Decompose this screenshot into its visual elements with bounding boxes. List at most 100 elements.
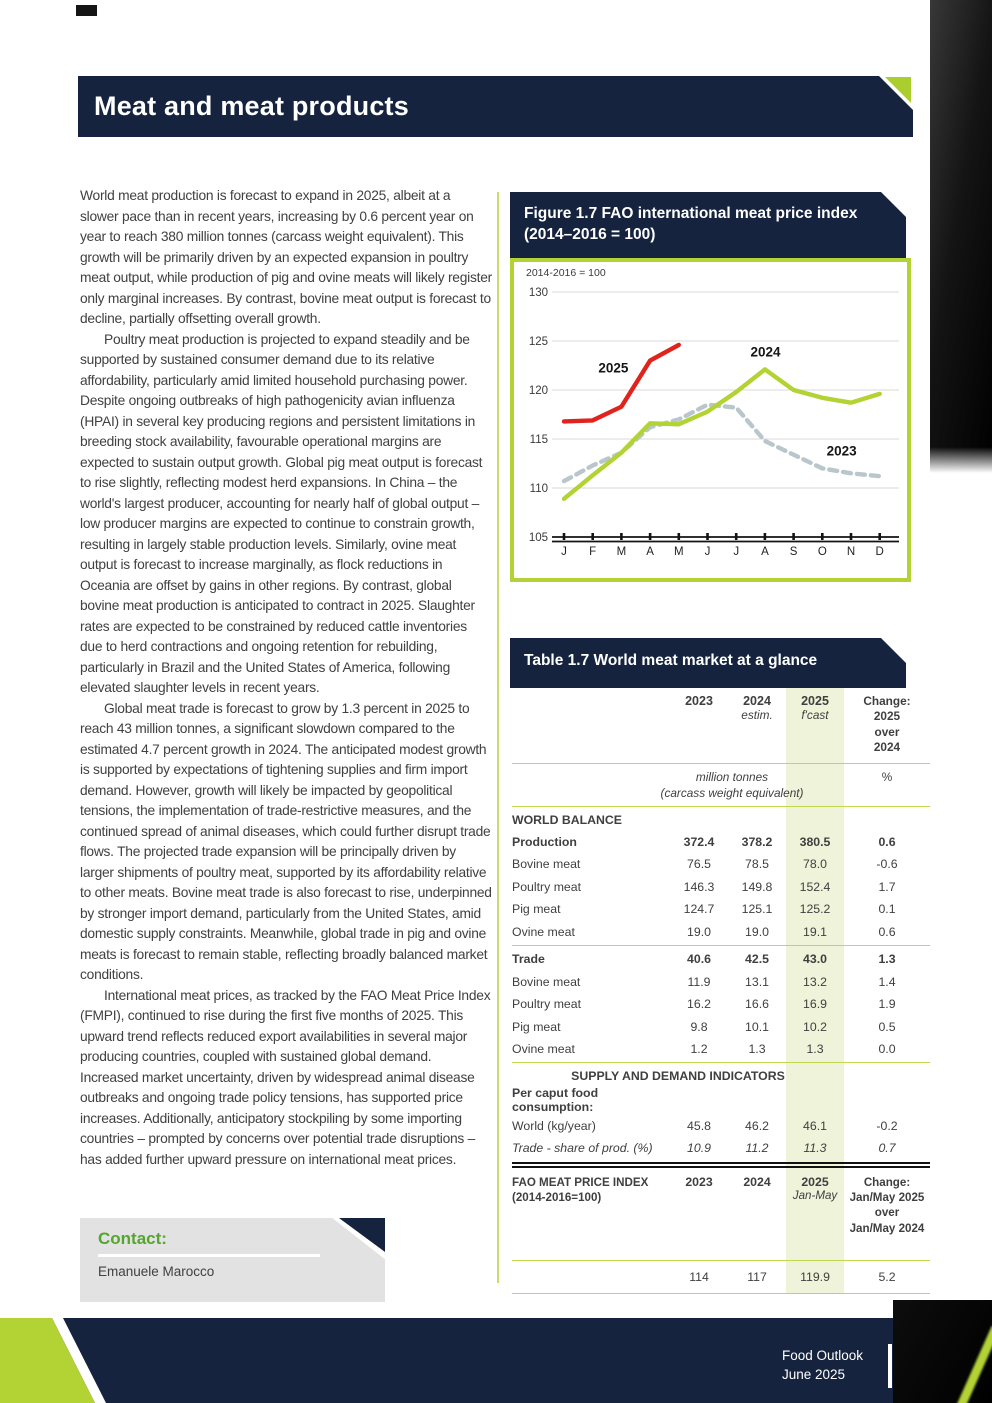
- row-value: 42.5: [745, 952, 769, 967]
- table-rule: [512, 944, 930, 946]
- row-value: 11.9: [687, 974, 711, 989]
- price-index-header-row: FAO MEAT PRICE INDEX (2014-2016=100) 202…: [512, 1170, 930, 1258]
- table-row: Poultry meat 146.3 149.8 152.4 1.7: [512, 875, 930, 898]
- series-label-2023: 2023: [827, 444, 858, 459]
- bottom-corner-green-stripe: [938, 1325, 992, 1403]
- row-value: 0.6: [878, 834, 896, 849]
- price-value-change: 5.2: [878, 1270, 896, 1285]
- footer-publication: Food Outlook June 2025: [782, 1346, 863, 1384]
- table-section-row: WORLD BALANCE: [512, 809, 930, 830]
- svg-text:O: O: [818, 546, 827, 558]
- row-value: 19.0: [687, 924, 711, 939]
- table-row: Bovine meat 11.9 13.1 13.2 1.4: [512, 970, 930, 993]
- table-row: World (kg/year) 45.8 46.2 46.1 -0.2: [512, 1114, 930, 1137]
- row-label: Bovine meat: [512, 857, 581, 872]
- svg-text:S: S: [790, 546, 798, 558]
- svg-text:J: J: [561, 546, 567, 558]
- figure-title-line1: Figure 1.7 FAO international meat price …: [524, 205, 858, 222]
- row-label: Poultry meat: [512, 879, 582, 894]
- row-value: 0.7: [878, 1141, 896, 1156]
- col-subheader-fcast: f'cast: [801, 708, 829, 722]
- table-row: Trade 40.6 42.5 43.0 1.3: [512, 948, 930, 971]
- figure-title: Figure 1.7 FAO international meat price …: [510, 192, 906, 258]
- table-row: Ovine meat 19.0 19.0 19.1 0.6: [512, 920, 930, 943]
- price-value-2023: 114: [689, 1270, 709, 1285]
- svg-text:A: A: [761, 546, 769, 558]
- row-label: SUPPLY AND DEMAND INDICATORS: [571, 1068, 785, 1083]
- table-rule: [512, 1062, 930, 1064]
- row-value: 0.0: [878, 1042, 896, 1057]
- world-meat-market-table: 2023 2024 estim. 2025 f'cast Change: 202…: [512, 688, 930, 1296]
- row-value: 11.3: [803, 1141, 827, 1156]
- col-header-change: Change: 2025 over 2024: [863, 694, 911, 754]
- article-paragraph: Global meat trade is forecast to grow by…: [80, 700, 492, 983]
- row-value: 10.2: [803, 1019, 827, 1034]
- article-paragraph: Poultry meat production is projected to …: [80, 331, 483, 696]
- footer-publication-date: June 2025: [782, 1367, 846, 1382]
- svg-text:2014-2016 = 100: 2014-2016 = 100: [526, 267, 606, 279]
- row-label: Per caput food consumption:: [512, 1086, 599, 1115]
- svg-text:D: D: [876, 546, 884, 558]
- footer-publication-name: Food Outlook: [782, 1348, 864, 1363]
- contact-heading: Contact:: [98, 1229, 167, 1248]
- article-paragraph: World meat production is forecast to exp…: [80, 188, 492, 326]
- figure-title-line2: (2014–2016 = 100): [524, 226, 656, 243]
- table-row: Per caput food consumption:: [512, 1086, 930, 1114]
- line-chart-canvas: 2014-2016 = 100 130 125 120 115 110 105 J F M A M J J…: [526, 267, 899, 558]
- article-body: World meat production is forecast to exp…: [80, 186, 492, 1170]
- svg-text:N: N: [847, 546, 855, 558]
- table-header-row: 2023 2024 estim. 2025 f'cast Change: 202…: [512, 688, 930, 761]
- row-value: 1.9: [878, 997, 896, 1012]
- svg-text:110: 110: [530, 483, 548, 495]
- row-value: 0.6: [878, 924, 896, 939]
- table-row: Production 372.4 378.2 380.5 0.6: [512, 830, 930, 853]
- page-corner-mark: [76, 5, 97, 16]
- units-percent: %: [881, 770, 893, 785]
- units-note: million tonnes (carcass weight equivalen…: [660, 770, 804, 800]
- row-value: 11.2: [745, 1141, 769, 1156]
- col-subheader-estim: estim.: [741, 708, 773, 722]
- table-units-row: million tonnes (carcass weight equivalen…: [512, 766, 930, 804]
- contact-divider: [98, 1254, 320, 1257]
- row-value: 124.7: [683, 902, 715, 917]
- svg-text:M: M: [674, 546, 684, 558]
- row-value: 380.5: [799, 834, 831, 849]
- table-row: Pig meat 124.7 125.1 125.2 0.1: [512, 898, 930, 921]
- price-col-2023: 2023: [685, 1175, 713, 1190]
- row-value: 125.2: [799, 902, 831, 917]
- row-value: 0.1: [878, 902, 896, 917]
- table-row: Poultry meat 16.2 16.6 16.9 1.9: [512, 993, 930, 1016]
- table-rule: [512, 1162, 930, 1169]
- table-row: Pig meat 9.8 10.1 10.2 0.5: [512, 1015, 930, 1038]
- table-section-row: SUPPLY AND DEMAND INDICATORS: [512, 1065, 930, 1086]
- row-value: 146.3: [683, 879, 715, 894]
- price-value-2024: 117: [747, 1270, 767, 1285]
- row-value: 13.2: [803, 974, 827, 989]
- table-rule: [512, 1293, 930, 1295]
- row-value: 78.0: [803, 857, 827, 872]
- svg-text:J: J: [733, 546, 739, 558]
- svg-text:125: 125: [529, 336, 548, 348]
- row-label: Trade: [512, 952, 545, 967]
- col-header-2025: 2025: [801, 694, 829, 708]
- row-value: 0.5: [878, 1019, 896, 1034]
- series-2025: [561, 342, 682, 424]
- price-col-2024: 2024: [743, 1175, 771, 1190]
- bottom-corner-photo: [893, 1300, 992, 1403]
- footer-vertical-rule: [888, 1344, 892, 1388]
- row-value: 1.4: [878, 974, 896, 989]
- row-value: 149.8: [741, 879, 773, 894]
- price-col-2025: 2025: [801, 1175, 829, 1190]
- row-value: 76.5: [687, 857, 711, 872]
- svg-text:M: M: [617, 546, 627, 558]
- svg-text:F: F: [589, 546, 596, 558]
- svg-text:120: 120: [529, 385, 548, 397]
- row-value: 45.8: [687, 1118, 711, 1133]
- series-2024: [561, 367, 882, 502]
- row-value: 16.6: [745, 997, 769, 1012]
- row-label: Ovine meat: [512, 1042, 575, 1057]
- row-label: Pig meat: [512, 1019, 561, 1034]
- svg-text:105: 105: [529, 532, 548, 544]
- row-value: 19.0: [745, 924, 769, 939]
